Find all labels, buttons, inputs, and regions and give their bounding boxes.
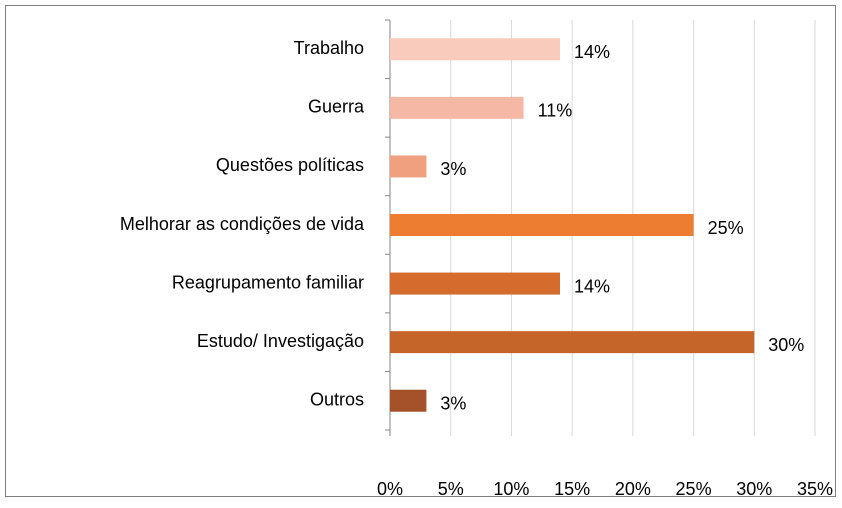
bar	[390, 214, 694, 236]
chart-border	[5, 5, 836, 497]
data-label: 3%	[440, 393, 466, 413]
y-tick-label: Outros	[310, 389, 364, 409]
data-label: 11%	[538, 101, 573, 121]
x-tick-label: 25%	[676, 479, 712, 499]
bar	[390, 389, 427, 412]
x-tick-label: 5%	[438, 479, 464, 499]
bar	[390, 96, 524, 119]
x-tick-label: 10%	[493, 479, 529, 499]
y-tick-label: Trabalho	[294, 38, 364, 58]
data-label: 3%	[440, 159, 466, 179]
y-tick-label: Guerra	[308, 97, 365, 117]
x-tick-label: 15%	[554, 479, 590, 499]
data-label: 30%	[768, 335, 804, 355]
bar	[390, 331, 755, 354]
y-tick-label: Melhorar as condições de vida	[120, 214, 365, 234]
bar	[390, 272, 560, 295]
x-tick-label: 0%	[377, 479, 403, 499]
data-label: 25%	[708, 218, 744, 238]
y-tick-label: Questões políticas	[216, 155, 364, 175]
data-label: 14%	[574, 42, 610, 62]
x-tick-label: 20%	[615, 479, 651, 499]
y-tick-label: Reagrupamento familiar	[172, 272, 364, 292]
bar	[390, 38, 560, 61]
data-label: 14%	[574, 276, 610, 296]
x-tick-label: 35%	[797, 479, 833, 499]
y-tick-label: Estudo/ Investigação	[197, 331, 364, 351]
x-tick-label: 30%	[736, 479, 772, 499]
bar	[390, 155, 427, 178]
